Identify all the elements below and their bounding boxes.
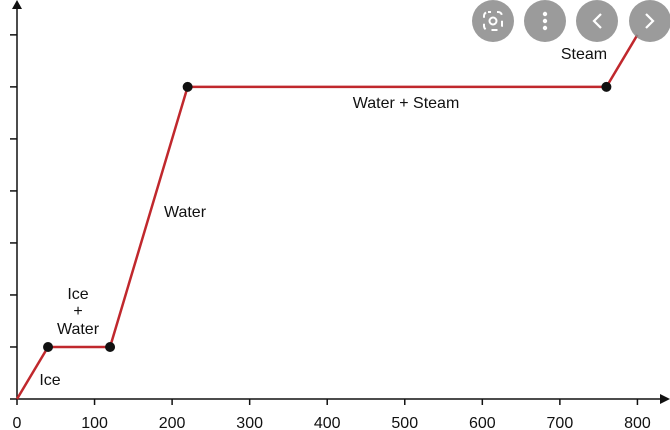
x-tick-label: 400 xyxy=(314,415,341,430)
annotation: Ice xyxy=(67,286,88,303)
next-button[interactable] xyxy=(629,0,670,42)
x-tick-label: 100 xyxy=(81,415,108,430)
annotation: + xyxy=(73,303,82,320)
annotation: Ice xyxy=(39,372,60,389)
x-tick-label: 0 xyxy=(13,415,22,430)
x-tick-label: 200 xyxy=(159,415,186,430)
point xyxy=(182,81,193,92)
y-axis-arrow xyxy=(12,0,22,9)
x-tick-label: 700 xyxy=(547,415,574,430)
x-tick-label: 300 xyxy=(236,415,263,430)
x-tick-label: 500 xyxy=(391,415,418,430)
line xyxy=(15,34,639,400)
annotation: Steam xyxy=(561,46,607,63)
point xyxy=(105,341,116,352)
annotation: Water + Steam xyxy=(353,95,460,112)
x-axis-arrow xyxy=(660,394,670,404)
lens-button[interactable] xyxy=(472,0,514,42)
x-tick-label: 600 xyxy=(469,415,496,430)
more-button[interactable] xyxy=(524,0,566,42)
annotation: Water xyxy=(164,204,207,221)
overlay-buttons xyxy=(472,0,670,42)
previous-button[interactable] xyxy=(576,0,618,42)
annotation: Water xyxy=(57,321,100,338)
point xyxy=(43,341,54,352)
point xyxy=(601,81,612,92)
x-tick-label: 800 xyxy=(624,415,651,430)
